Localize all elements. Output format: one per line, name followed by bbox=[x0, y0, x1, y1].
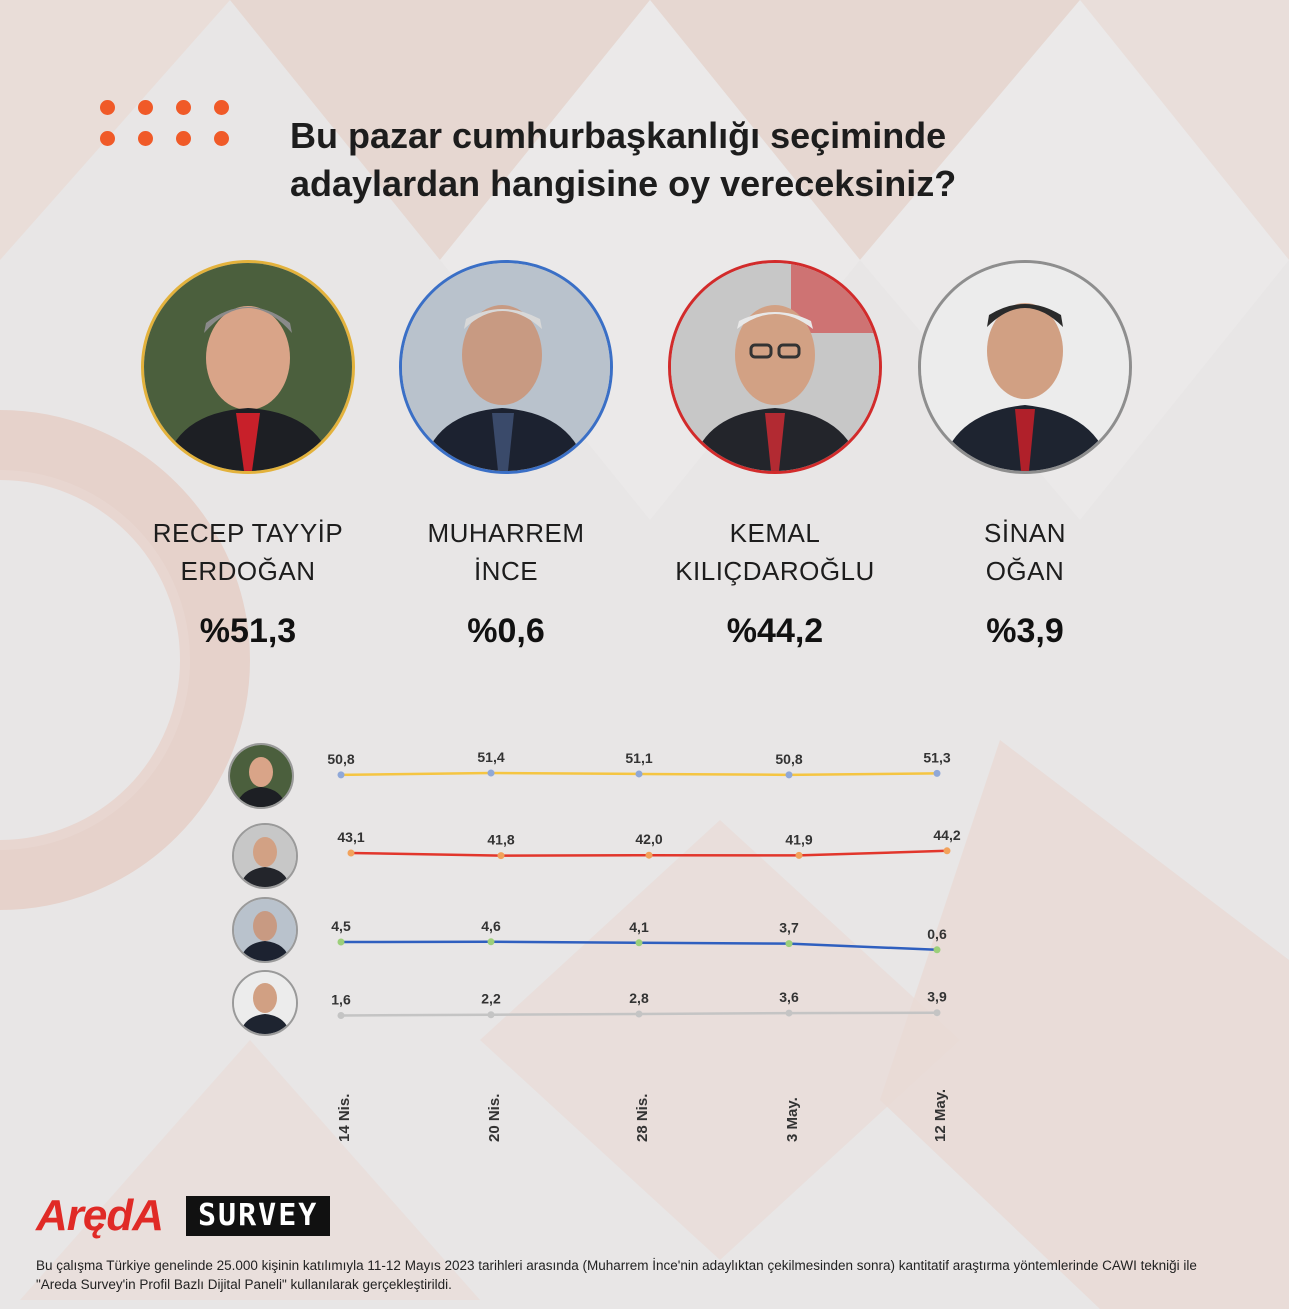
candidate-percent: %3,9 bbox=[986, 612, 1064, 650]
data-label: 1,6 bbox=[331, 991, 351, 1007]
data-label: 3,7 bbox=[779, 920, 799, 936]
data-point bbox=[943, 847, 951, 855]
data-label: 44,2 bbox=[933, 827, 960, 843]
data-label: 4,6 bbox=[481, 918, 501, 934]
candidate-photo-ogan bbox=[918, 260, 1132, 474]
data-point bbox=[933, 769, 941, 777]
candidate-percent: %44,2 bbox=[726, 612, 824, 650]
data-point bbox=[347, 849, 355, 857]
data-label: 41,8 bbox=[487, 832, 514, 848]
data-point bbox=[645, 851, 653, 859]
data-point bbox=[487, 938, 495, 946]
candidate-card-ince: MUHARREM İNCE %0,6 bbox=[376, 260, 636, 651]
data-point bbox=[635, 770, 643, 778]
trend-avatar-ogan bbox=[232, 970, 298, 1036]
candidate-name-line1: SİNAN bbox=[984, 518, 1066, 548]
candidate-percent: %51,3 bbox=[199, 612, 297, 650]
data-point bbox=[635, 939, 643, 947]
data-point bbox=[795, 851, 803, 859]
data-point bbox=[635, 1010, 643, 1018]
trend-avatar-kilicdaroglu bbox=[232, 823, 298, 889]
data-label: 50,8 bbox=[327, 751, 354, 767]
data-point bbox=[785, 1009, 793, 1017]
x-axis-tick-label: 20 Nis. bbox=[486, 1094, 503, 1142]
logo-product-text: SURVEY bbox=[186, 1196, 331, 1236]
candidate-photo-erdogan bbox=[141, 260, 355, 474]
candidate-name-line1: KEMAL bbox=[729, 518, 821, 548]
data-label: 0,6 bbox=[927, 926, 947, 942]
trend-avatar-ince bbox=[232, 897, 298, 963]
data-label: 41,9 bbox=[785, 831, 812, 847]
candidate-percent: %0,6 bbox=[467, 612, 545, 650]
accent-dot-grid bbox=[100, 100, 240, 150]
data-point bbox=[785, 771, 793, 779]
data-label: 3,9 bbox=[927, 989, 947, 1005]
candidate-name-line1: MUHARREM bbox=[427, 518, 585, 548]
candidate-name-line2: KILIÇDAROĞLU bbox=[675, 556, 875, 586]
candidate-name-line1: RECEP TAYYİP bbox=[152, 518, 344, 548]
methodology-footnote: Bu çalışma Türkiye genelinde 25.000 kişi… bbox=[36, 1258, 1197, 1292]
x-axis-tick-label: 3 May. bbox=[784, 1097, 801, 1142]
data-label: 42,0 bbox=[635, 831, 662, 847]
x-axis-tick-label: 28 Nis. bbox=[634, 1094, 651, 1142]
data-label: 43,1 bbox=[337, 829, 364, 845]
trend-avatar-erdogan bbox=[228, 743, 294, 809]
data-label: 50,8 bbox=[775, 751, 802, 767]
data-point bbox=[487, 769, 495, 777]
data-label: 4,5 bbox=[331, 918, 351, 934]
data-point bbox=[337, 771, 345, 779]
data-point bbox=[337, 1011, 345, 1019]
data-point bbox=[933, 1009, 941, 1017]
x-axis-tick-label: 12 May. bbox=[932, 1089, 949, 1142]
data-label: 51,3 bbox=[923, 749, 950, 765]
data-point bbox=[487, 1011, 495, 1019]
candidate-photo-ince bbox=[399, 260, 613, 474]
candidate-name-line2: ERDOĞAN bbox=[180, 556, 316, 586]
candidate-name-line2: İNCE bbox=[473, 556, 539, 586]
data-point bbox=[933, 946, 941, 954]
candidate-name-line2: OĞAN bbox=[985, 556, 1065, 586]
x-axis-tick-label: 14 Nis. bbox=[336, 1094, 353, 1142]
data-label: 51,4 bbox=[477, 749, 504, 765]
candidate-card-kilicdaroglu: KEMAL KILIÇDAROĞLU %44,2 bbox=[645, 260, 905, 651]
data-point bbox=[785, 940, 793, 948]
survey-question-title: Bu pazar cumhurbaşkanlığı seçiminde aday… bbox=[290, 115, 957, 204]
data-point bbox=[497, 852, 505, 860]
candidate-card-ogan: SİNAN OĞAN %3,9 bbox=[895, 260, 1155, 651]
logo-brand-text: ArędA bbox=[36, 1191, 164, 1240]
data-label: 2,2 bbox=[481, 991, 501, 1007]
data-label: 4,1 bbox=[629, 919, 649, 935]
candidate-card-erdogan: RECEP TAYYİP ERDOĞAN %51,3 bbox=[118, 260, 378, 651]
data-label: 2,8 bbox=[629, 990, 649, 1006]
data-label: 3,6 bbox=[779, 989, 799, 1005]
data-label: 51,1 bbox=[625, 750, 652, 766]
data-point bbox=[337, 938, 345, 946]
